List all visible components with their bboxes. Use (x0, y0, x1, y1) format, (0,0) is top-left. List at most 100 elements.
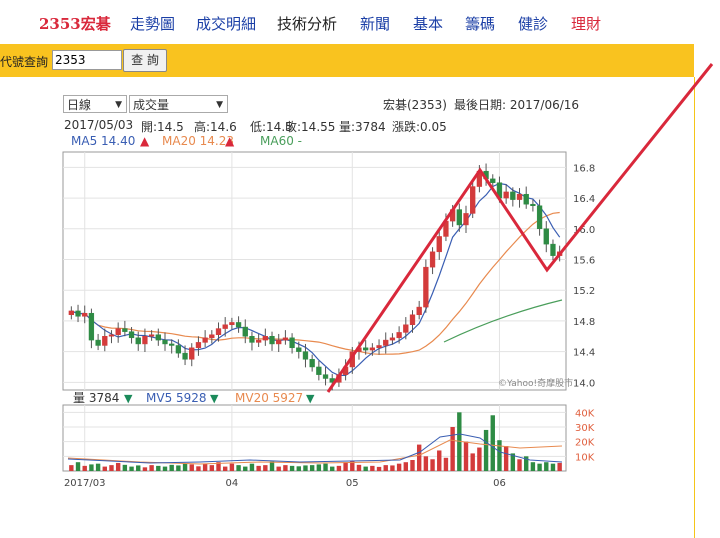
period-select[interactable]: 日線 ▼ (63, 95, 127, 113)
candle-body (209, 334, 215, 339)
search-button[interactable]: 查 詢 (123, 49, 167, 72)
volume-bar (303, 465, 308, 471)
volume-bar (95, 463, 101, 471)
candle-body (543, 228, 549, 245)
nav-trade-detail[interactable]: 成交明細 (196, 15, 257, 33)
volume-bar (162, 466, 168, 471)
candle-body (523, 193, 529, 205)
ohlc-volume: 量:3784 (339, 120, 386, 134)
volume-bar (403, 462, 409, 471)
candle-body (122, 328, 128, 332)
volume-bar (176, 465, 181, 471)
volume-bar (323, 463, 328, 471)
stock-code-input[interactable] (52, 50, 122, 70)
volume-bar (289, 465, 295, 471)
volume-bar (550, 463, 556, 471)
candle-body (108, 334, 115, 337)
volume-bar (263, 465, 268, 471)
price-grid (63, 152, 566, 390)
page-border-line (694, 77, 695, 538)
volume-bar (350, 460, 355, 471)
price-tick-label: 16.4 (573, 194, 595, 205)
search-label: 代號查詢 (0, 55, 49, 69)
volume-bar (196, 466, 201, 471)
nav-finance[interactable]: 理財 (571, 15, 602, 33)
nav-trend[interactable]: 走勢圖 (130, 15, 176, 33)
stock-name: 宏碁(2353) (383, 98, 447, 112)
price-panel (62, 151, 567, 391)
candle-body (429, 251, 436, 268)
price-tick-label: 14.0 (573, 378, 595, 389)
chevron-down-icon: ▼ (115, 100, 122, 110)
volume-bar (316, 464, 322, 471)
candle-body (128, 331, 135, 339)
volume-bar (269, 461, 275, 471)
ma20-path (71, 211, 560, 355)
date-tick-label: 2017/03 (64, 478, 106, 489)
ohlc-high: 高:14.6 (194, 120, 237, 134)
nav-chips[interactable]: 籌碼 (465, 15, 496, 33)
candle-body (269, 336, 275, 345)
volume-bar (102, 466, 107, 471)
volume-tick-label: 20K (575, 438, 595, 449)
candle-body (456, 209, 462, 226)
volume-bar (222, 466, 228, 471)
mv20-down-icon: ▼ (306, 392, 315, 405)
nav-technical-analysis[interactable]: 技術分析 (277, 15, 338, 33)
volume-bar (82, 465, 87, 471)
nav-health[interactable]: 健診 (518, 15, 549, 33)
candle-body (296, 347, 302, 352)
ma5-line (71, 182, 561, 376)
ma5-path (71, 182, 561, 376)
trend-annotation-line (326, 63, 714, 393)
candle-body (436, 236, 442, 253)
candle-body (242, 326, 248, 337)
candle-body (322, 374, 329, 379)
price-tick-label: 14.8 (573, 317, 595, 328)
volume-bar (182, 463, 188, 471)
volume-bar (524, 456, 529, 471)
candle-body (276, 339, 282, 345)
volume-bar (450, 427, 455, 471)
candle-body (389, 337, 396, 341)
ohlc-close: 收:14.55 (285, 120, 336, 134)
volume-bar (410, 460, 415, 471)
candle-body (202, 337, 208, 343)
candle-body (115, 328, 121, 335)
ma60-value: MA60 - (260, 134, 302, 148)
ma20-value: MA20 14.23 (162, 134, 234, 148)
watermark: ©Yahoo!奇摩股市 (498, 377, 573, 389)
candle-body (195, 342, 202, 349)
price-tick-label: 15.6 (573, 255, 595, 266)
candle-body (75, 310, 81, 317)
volume-bar (510, 453, 516, 471)
nav-basic[interactable]: 基本 (413, 15, 444, 33)
candle-body (88, 312, 95, 341)
candle-body (376, 345, 382, 349)
indicator-select-value: 成交量 (133, 98, 170, 112)
candle-body (416, 306, 422, 316)
date-axis: 2017/03 04 05 06 (64, 478, 506, 489)
candle-body (363, 347, 369, 351)
candle-body (189, 347, 195, 360)
candle-body (68, 310, 74, 316)
volume-bar (517, 459, 522, 471)
volume-bar (416, 444, 422, 471)
volume-bar (296, 466, 301, 471)
date-tick-label: 04 (226, 478, 239, 489)
search-bar: 代號查詢 查 詢 (0, 44, 694, 77)
candle-body (222, 324, 228, 329)
nav-news[interactable]: 新聞 (360, 15, 391, 33)
candle-body (215, 328, 222, 335)
volume-bar (283, 465, 288, 471)
candle-body (470, 186, 476, 214)
volume-bar (443, 457, 449, 471)
candle-body (95, 339, 101, 346)
volume-bar (202, 463, 208, 471)
nav-stock-title[interactable]: 2353宏碁 (39, 15, 111, 33)
volume-bar (430, 459, 435, 471)
candle-body (490, 178, 496, 183)
indicator-select[interactable]: 成交量 ▼ (129, 95, 228, 113)
candle-body (175, 345, 182, 354)
volume-bar (383, 465, 388, 471)
